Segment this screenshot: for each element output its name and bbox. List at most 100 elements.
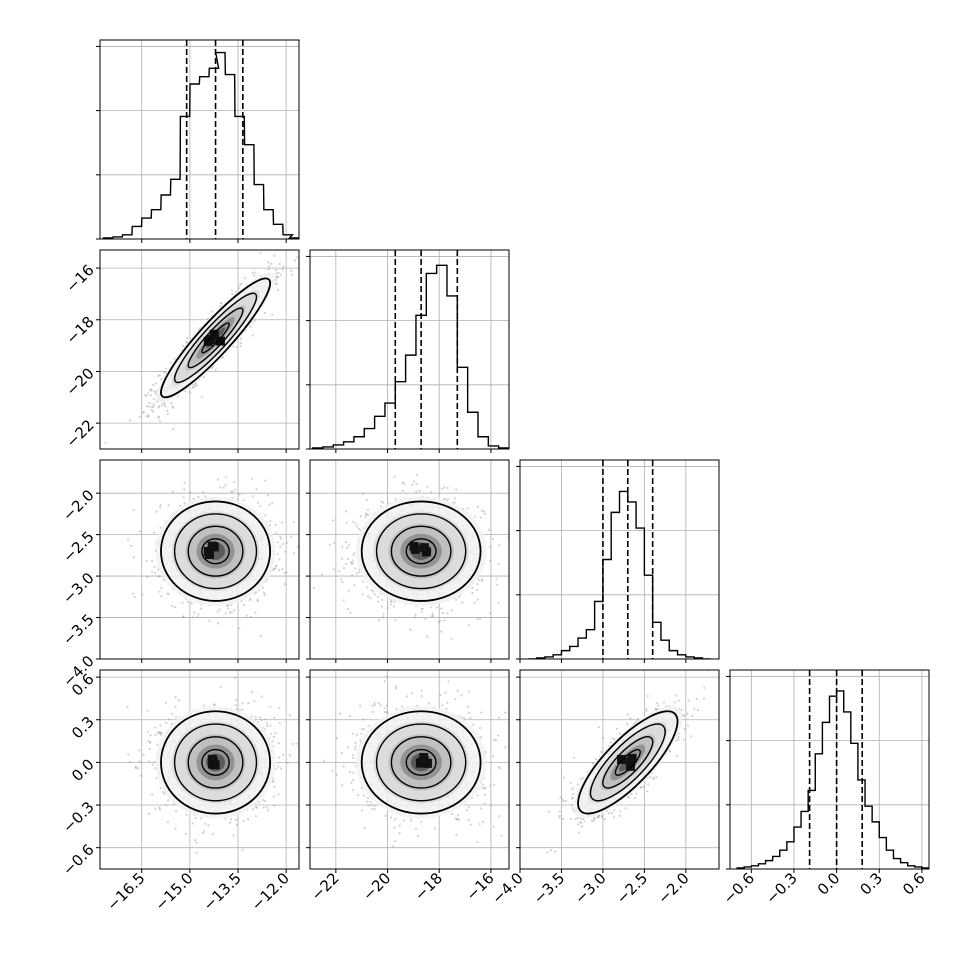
sample-point <box>203 830 206 833</box>
sample-point <box>152 403 155 406</box>
sample-point <box>351 574 354 577</box>
sample-point <box>366 586 369 589</box>
sample-point <box>421 607 424 610</box>
sample-point <box>214 368 217 371</box>
sample-point <box>476 583 479 586</box>
sample-point <box>394 498 397 501</box>
sample-point <box>181 601 184 604</box>
sample-point <box>194 816 197 820</box>
sample-point <box>191 822 194 825</box>
sample-point <box>157 415 160 418</box>
sample-point <box>129 760 132 764</box>
sample-point <box>166 821 170 824</box>
sample-point <box>489 612 492 615</box>
sample-point <box>431 612 434 615</box>
sample-point <box>426 635 429 638</box>
sample-point <box>443 619 446 622</box>
sample-point <box>154 733 157 736</box>
sample-point <box>149 389 152 392</box>
sample-point <box>279 545 282 548</box>
sample-point <box>284 550 287 553</box>
density-panel-2-0 <box>99 459 300 660</box>
sample-point <box>277 271 280 274</box>
sample-point <box>453 497 456 500</box>
sample-point <box>466 507 469 510</box>
sample-point <box>222 486 225 489</box>
sample-point <box>446 497 450 501</box>
sample-point <box>489 545 492 548</box>
sample-point <box>179 504 182 507</box>
sample-point <box>415 473 419 477</box>
sample-point <box>337 570 341 573</box>
sample-point <box>476 505 479 509</box>
sample-point <box>453 501 456 504</box>
contour-0 <box>405 538 437 565</box>
sample-point <box>158 808 162 811</box>
sample-point <box>488 559 492 562</box>
sample-point <box>216 610 219 613</box>
sample-point <box>269 520 272 523</box>
sample-point <box>471 591 474 595</box>
sample-point <box>227 604 230 607</box>
sample-point <box>354 567 357 570</box>
sample-point <box>332 568 335 571</box>
contour-2 <box>173 292 258 384</box>
sample-point <box>262 591 266 594</box>
sample-point <box>355 525 359 528</box>
histogram-panel-3 <box>726 669 930 870</box>
sample-point <box>431 614 435 617</box>
sample-point <box>234 290 237 294</box>
sample-point <box>155 510 158 513</box>
sample-point <box>241 702 244 705</box>
sample-point <box>182 616 185 619</box>
sample-point <box>171 712 174 715</box>
sample-point <box>511 541 513 543</box>
sample-point <box>159 378 163 381</box>
sample-point <box>226 607 230 610</box>
sample-point <box>195 384 198 387</box>
sample-point <box>477 579 480 582</box>
sample-point <box>239 337 243 340</box>
sample-point <box>263 311 266 315</box>
sample-point <box>267 267 270 271</box>
sample-point <box>189 491 192 494</box>
sample-point <box>157 406 160 409</box>
sample-point <box>224 483 227 487</box>
sample-point <box>151 793 154 796</box>
sample-point <box>351 561 354 565</box>
sample-point <box>242 603 246 607</box>
sample-point <box>282 265 285 268</box>
sample-point <box>381 501 384 504</box>
sample-point <box>230 611 233 614</box>
sample-point <box>411 483 414 487</box>
sample-point <box>265 806 268 809</box>
sample-point <box>238 493 241 496</box>
sample-point <box>169 361 172 364</box>
sample-point <box>192 386 195 389</box>
sample-point <box>347 544 350 547</box>
sample-point <box>266 494 270 497</box>
density-core <box>204 550 214 560</box>
density-core <box>206 334 216 344</box>
sample-point <box>285 571 288 574</box>
sample-point <box>160 404 164 407</box>
sample-point <box>274 282 277 285</box>
panel-frame <box>99 249 300 450</box>
sample-point <box>482 510 486 513</box>
sample-point <box>381 616 385 619</box>
sample-point <box>157 575 161 578</box>
sample-point <box>163 792 166 795</box>
sample-point <box>461 601 464 604</box>
sample-point <box>251 690 254 693</box>
sample-point <box>277 569 281 572</box>
sample-point <box>183 488 186 491</box>
sample-point <box>193 611 196 614</box>
sample-point <box>420 611 423 614</box>
sample-point <box>202 375 205 379</box>
sample-point <box>150 405 154 409</box>
sample-point <box>381 598 384 602</box>
sample-point <box>373 593 376 596</box>
sample-point <box>358 570 361 573</box>
sample-point <box>160 586 163 589</box>
